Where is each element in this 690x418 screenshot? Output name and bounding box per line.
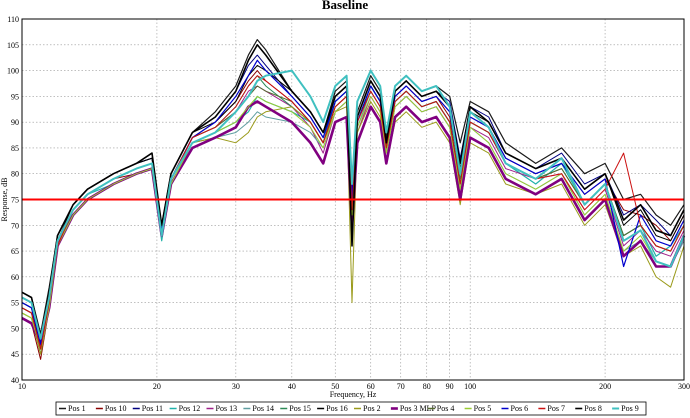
x-tick-label: 40 [288,382,296,391]
y-tick-label: 100 [7,67,19,76]
legend-entry: Pos 5 [474,404,492,413]
legend-entry: Pos 7 [547,404,565,413]
x-tick-label: 70 [397,382,405,391]
legend-entry: Pos 14 [252,404,274,413]
y-tick-label: 110 [7,15,19,24]
x-tick-label: 100 [464,382,476,391]
x-tick-label: 10 [18,382,26,391]
y-tick-label: 85 [11,144,19,153]
legend-entry: Pos 8 [584,404,602,413]
series-lines [21,39,686,360]
legend-entry: Pos 13 [216,404,238,413]
legend-entry: Pos 12 [179,404,201,413]
x-tick-label: 200 [599,382,611,391]
y-tick-label: 45 [11,350,19,359]
y-tick-label: 40 [11,376,19,385]
x-tick-label: 20 [153,382,161,391]
plot-frame [21,18,685,381]
y-tick-label: 55 [11,299,19,308]
y-tick-label: 50 [11,324,19,333]
y-tick-label: 65 [11,247,19,256]
x-tick-label: 90 [446,382,454,391]
tick-labels: 10 20 30 40 50 60 70 80 90 100 200 300 40 45 50 55 60 65 7… [7,15,690,391]
legend-box [55,401,647,416]
y-tick-label: 60 [11,273,19,282]
x-axis-label: Frequency, Hz [330,390,377,399]
legend-entry: Pos 2 [363,404,381,413]
y-tick-label: 80 [11,170,19,179]
legend-entry: Pos 1 [68,404,86,413]
x-tick-label: 300 [678,382,690,391]
legend-entry: Pos 9 [621,404,639,413]
y-tick-label: 90 [11,118,19,127]
x-tick-label: 50 [331,382,339,391]
y-tick-label: 105 [7,41,19,50]
legend: Pos 1 Pos 10 Pos 11 Pos 12 Pos 13 Pos 14 Pos 1… [55,401,647,416]
legend-entry: Pos 15 [289,404,311,413]
y-axis-label: Response, dB [0,178,9,222]
chart-title: Baseline [322,0,368,12]
legend-entry: Pos 4 [437,404,455,413]
legend-entry: Pos 6 [511,404,529,413]
legend-entry: Pos 16 [326,404,348,413]
series-line [21,44,685,340]
legend-entry: Pos 3 MLP [400,404,437,413]
y-tick-label: 75 [11,196,19,205]
legend-entry: Pos 11 [142,404,163,413]
x-tick-label: 30 [232,382,240,391]
legend-entry: Pos 10 [105,404,127,413]
x-tick-label: 80 [423,382,431,391]
x-tick-label: 60 [367,382,375,391]
series-line [21,69,685,340]
y-tick-label: 95 [11,92,19,101]
y-tick-label: 70 [11,221,19,230]
